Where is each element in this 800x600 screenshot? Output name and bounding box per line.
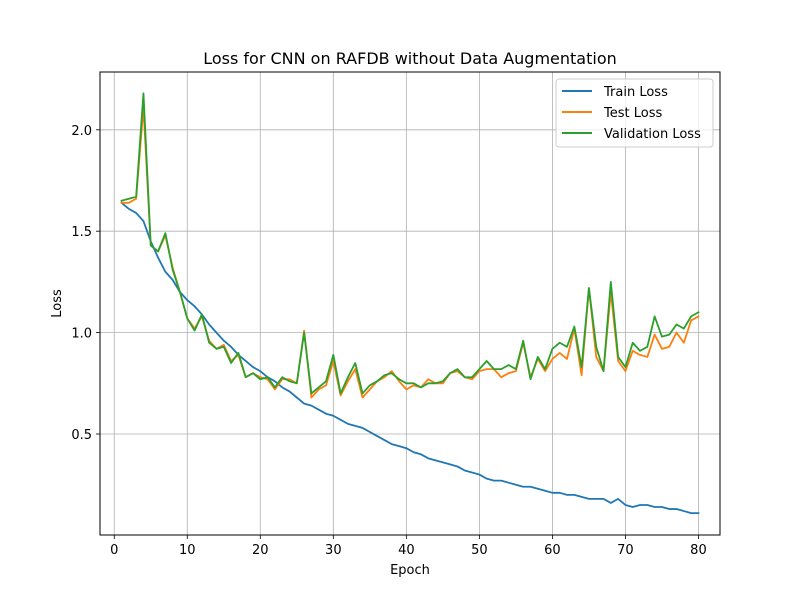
legend-label-validation-loss: Validation Loss [604, 127, 701, 142]
chart-title: Loss for CNN on RAFDB without Data Augme… [203, 49, 617, 68]
x-tick-label: 40 [398, 543, 415, 558]
series-line-train-loss [120, 201, 700, 514]
y-tick-label: 1.5 [71, 225, 92, 240]
y-axis-label: Loss [50, 289, 65, 318]
x-tick-label: 50 [471, 543, 488, 558]
legend-label-test-loss: Test Loss [603, 106, 662, 121]
x-tick-label: 0 [110, 543, 118, 558]
legend-items: Train Loss Test Loss Validation Loss [562, 85, 701, 142]
x-tick-label: 70 [617, 543, 634, 558]
x-tick-label: 60 [544, 543, 561, 558]
series-line-validation-loss [120, 92, 700, 395]
x-axis-label: Epoch [390, 563, 430, 578]
y-tick-label: 1.0 [71, 327, 92, 342]
legend-box [555, 78, 714, 148]
x-tick-label: 10 [179, 543, 196, 558]
axes-frame [99, 71, 721, 536]
y-tick-label: 2.0 [71, 124, 92, 139]
legend-label-train-loss: Train Loss [603, 85, 668, 100]
x-tick-label: 80 [690, 543, 707, 558]
x-tick-label: 20 [252, 543, 269, 558]
x-tick-label: 30 [325, 543, 342, 558]
plot-lines [120, 92, 700, 514]
grid [100, 72, 720, 535]
axis-ticks: 0 10 20 30 40 50 60 70 80 0.5 1.0 1.5 2.0 [71, 124, 706, 558]
y-tick-label: 0.5 [71, 428, 92, 443]
legend: Train Loss Test Loss Validation Loss [555, 78, 714, 148]
